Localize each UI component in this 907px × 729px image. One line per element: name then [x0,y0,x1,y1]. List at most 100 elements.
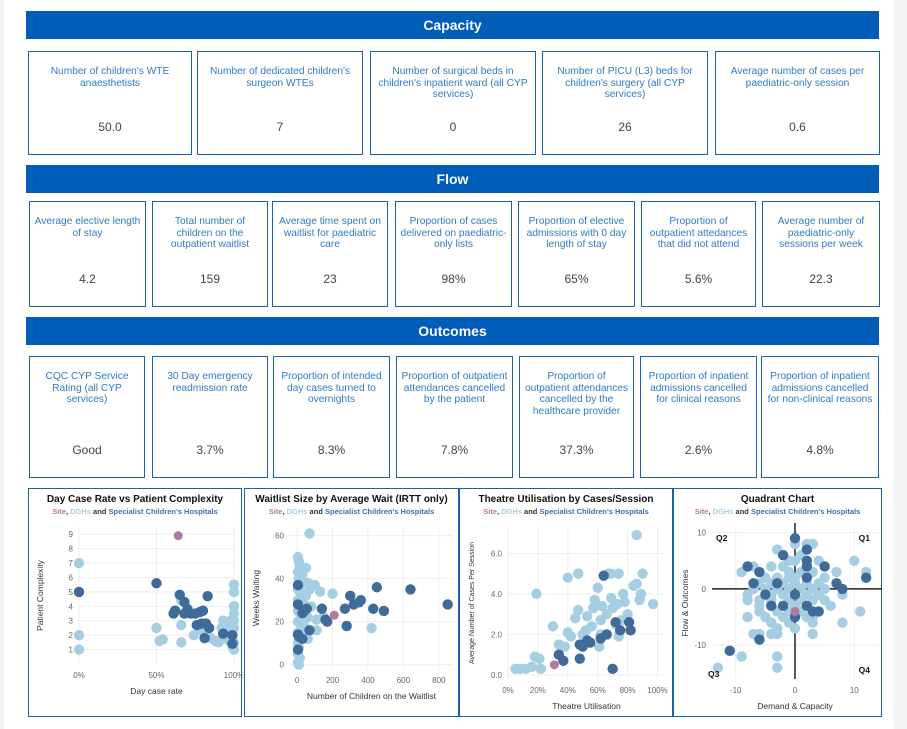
legend-sep: , [282,507,287,516]
data-point [442,599,453,610]
data-point [610,617,621,628]
data-point [293,659,305,670]
chart-theatre-utilisation: Theatre Utilisation by Cases/Session Sit… [459,488,673,717]
y-tick-label: 10 [697,529,706,538]
data-point [549,660,559,670]
data-point [300,590,312,602]
x-tick-label: 0% [73,671,85,680]
data-point [341,620,352,632]
legend-specialist: Specialist Children's Hospitals [324,507,435,516]
kpi-card: Average number of paediatric-only sessio… [762,201,880,307]
data-point [601,629,612,640]
kpi-label: Number of dedicated children's surgeon W… [209,66,351,89]
y-axis-title: Average Number of Cases Per Session [469,542,476,664]
data-point [339,603,351,614]
data-point [573,568,584,579]
data-point [736,651,747,662]
chart-legend: Site, DGHs and Specialist Children's Hos… [245,507,458,516]
kpi-value: 37.3% [559,443,594,457]
data-point [547,621,559,632]
data-point [837,617,848,628]
chart-title: Waitlist Size by Average Wait (IRTT only… [255,494,448,505]
data-point [292,579,304,591]
y-tick-label: 7 [69,559,74,568]
kpi-value: 0.6 [789,120,806,134]
kpi-label: Number of PICU (L3) beds for children's … [557,66,693,100]
data-point [647,598,659,610]
chart-day-case-rate: Day Case Rate vs Patient Complexity Site… [28,488,243,717]
data-point [300,562,312,574]
y-tick-label: 2 [69,631,74,640]
data-point [597,600,608,612]
data-point [742,561,753,572]
kpi-label: Proportion of outpatient attendances can… [524,371,629,417]
y-tick-label: 0 [702,585,707,594]
data-point [227,638,238,650]
legend-specialist: Specialist Children's Hospitals [750,507,861,516]
kpi-card: Proportion of inpatient admissions cance… [761,356,879,478]
data-point [176,619,187,631]
chart-title: Quadrant Chart [740,494,815,505]
data-point [631,578,642,589]
kpi-label: Number of surgical beds in children's in… [378,66,528,100]
data-point [297,607,308,619]
x-tick-label: 0 [295,676,300,685]
legend-and: and [733,507,751,516]
kpi-label: 30 Day emergency readmission rate [167,371,253,394]
data-point [534,653,545,664]
data-point [526,661,538,673]
data-point [224,618,235,629]
y-tick-label: 5 [69,588,74,597]
kpi-card: Proportion of outpatient attedances that… [641,201,756,307]
data-point [860,572,872,583]
data-point [366,622,377,634]
data-point [151,578,162,589]
data-point [742,594,753,606]
data-point [849,555,860,566]
kpi-value: 22.3 [809,272,833,286]
data-point [73,586,85,598]
data-point [837,583,848,595]
kpi-card: Proportion of intended day cases turned … [273,356,390,478]
data-point [807,628,818,640]
chart-legend: Site, DGHs and Specialist Children's Hos… [674,507,881,516]
data-point [228,579,240,590]
data-point [314,586,326,597]
data-point [582,610,593,622]
data-point [825,600,836,612]
scatter-plot: -10 0 10 -10 0 10 Demand & Capacity Flow & Outc… [680,523,882,711]
y-tick-label: 0 [280,661,285,670]
kpi-card: Proportion of inpatient admissions cance… [640,356,757,478]
data-point [304,528,315,539]
kpi-label: Average number of paediatric-only sessio… [777,216,865,250]
data-point [598,570,609,581]
data-point [531,588,542,600]
data-point [789,533,801,544]
y-tick-label: 6.0 [491,549,503,558]
x-axis-title: Day case rate [130,686,183,696]
data-point [801,544,813,555]
data-point [635,588,647,600]
legend-sep: , [65,507,71,516]
scatter-plot: 0.0 2.0 4.0 6.0 0% 20% 40% 60% 80% 100% Theatre Ut… [469,527,668,711]
legend-specialist: Specialist Children's Hospitals [108,507,218,516]
kpi-value: 0 [449,120,457,134]
data-point [179,608,190,619]
data-point [619,596,630,608]
x-tick-label: 200 [326,676,340,685]
y-tick-label: 40 [275,575,284,584]
data-point [204,622,215,634]
y-axis-title: Patient Complexity [35,559,45,631]
quadrant-label: Q4 [859,665,871,675]
x-tick-label: 400 [361,676,375,685]
data-point [712,662,724,673]
data-point [789,623,801,634]
data-point [724,645,735,657]
outcomes-banner: Outcomes [26,317,879,345]
data-point [405,584,416,595]
chart-title: Theatre Utilisation by Cases/Session [478,494,654,505]
legend-sep: , [708,507,713,516]
data-point [585,637,596,648]
data-point [592,582,603,593]
